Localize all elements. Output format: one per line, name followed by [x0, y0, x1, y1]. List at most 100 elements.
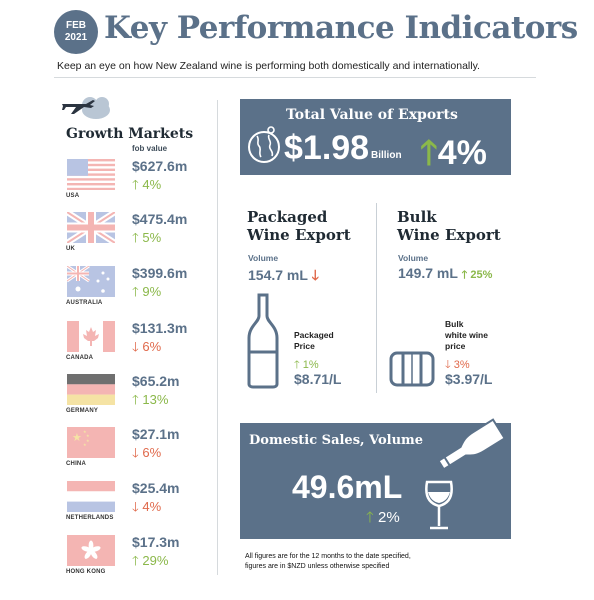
bulk-volume-change: 🡑 25%	[461, 269, 493, 281]
market-value: $131.3m	[132, 320, 188, 336]
svg-text:★: ★	[83, 429, 87, 434]
section-divider	[376, 203, 377, 393]
bulk-price-change: 🡓 3%	[445, 359, 470, 371]
bulk-price-label-line3: price	[445, 341, 466, 351]
bulk-title: Bulk Wine Export	[397, 208, 501, 244]
exports-value: $1.98	[284, 129, 370, 167]
packaged-title-line1: Packaged	[247, 208, 328, 226]
packaged-price-label: Packaged Price	[294, 330, 334, 352]
svg-text:★: ★	[72, 431, 82, 444]
growth-markets-subtitle: fob value	[132, 144, 168, 153]
airplane-cloud-icon	[62, 97, 110, 119]
packaged-price-label-line1: Packaged	[294, 330, 334, 340]
bulk-price-label-line1: Bulk	[445, 319, 464, 329]
packaged-price-change-value: 1%	[302, 359, 319, 371]
usa-flag-icon	[67, 159, 115, 190]
arrow-up-icon: 🡑	[132, 284, 139, 299]
market-australia: AUSTRALIA $399.6m 🡑 9%	[66, 265, 216, 316]
market-change: 🡑 13%	[132, 391, 168, 413]
market-change-value: 6%	[142, 445, 162, 460]
wine-bottle-icon	[247, 293, 279, 389]
bulk-volume-value: 149.7 mL	[398, 265, 458, 281]
arrow-up-icon: 🡑	[132, 177, 139, 192]
market-value: $25.4m	[132, 480, 180, 496]
bulk-price-label: Bulk white wine price	[445, 319, 488, 352]
pouring-bottle-icon	[437, 418, 507, 471]
market-country: NETHERLANDS	[66, 515, 114, 521]
svg-text:★: ★	[86, 438, 90, 443]
packaged-price-value: $8.71/L	[294, 371, 342, 387]
arrow-up-icon: 🡑	[132, 392, 139, 407]
date-badge: FEB 2021	[54, 10, 98, 54]
domestic-change-value: 2%	[377, 509, 400, 526]
bulk-price-change-value: 3%	[453, 359, 470, 371]
arrow-down-icon: 🡓	[132, 499, 139, 514]
exports-unit: Billion	[371, 150, 402, 161]
market-change-value: 9%	[142, 284, 162, 299]
header-divider	[54, 77, 536, 78]
packaged-price-label-line2: Price	[294, 341, 315, 351]
market-change: 🡓 4%	[132, 498, 161, 520]
australia-flag-icon	[67, 266, 115, 297]
exports-change-value: 4%	[437, 134, 487, 172]
market-hong-kong: HONG KONG $17.3m 🡑 29%	[66, 534, 216, 585]
market-country: UK	[66, 246, 76, 252]
bulk-volume-label: Volume	[398, 253, 429, 263]
globe-icon	[248, 126, 280, 163]
market-value: $17.3m	[132, 534, 180, 550]
market-change-value: 5%	[142, 230, 162, 245]
exports-change: 🡑4%	[420, 129, 487, 186]
arrow-up-icon: 🡑	[420, 134, 438, 172]
page-title: Key Performance Indicators	[104, 10, 578, 46]
wine-glass-icon	[425, 480, 453, 530]
market-change-value: 4%	[142, 499, 162, 514]
arrow-up-icon: 🡑	[366, 509, 374, 526]
market-country: HONG KONG	[66, 569, 106, 575]
market-change-value: 4%	[142, 177, 162, 192]
bulk-volume: 149.7 mL 🡑 25%	[398, 265, 492, 285]
market-usa: USA $627.6m 🡑 4%	[66, 158, 216, 209]
market-change: 🡑 5%	[132, 229, 161, 251]
arrow-down-icon: 🡓	[132, 445, 139, 460]
column-divider	[217, 100, 218, 575]
market-germany: GERMANY $65.2m 🡑 13%	[66, 373, 216, 424]
market-netherlands: NETHERLANDS $25.4m 🡓 4%	[66, 480, 216, 531]
badge-year: 2021	[64, 32, 88, 43]
growth-markets-title: Growth Markets	[66, 126, 194, 142]
market-country: GERMANY	[66, 408, 99, 414]
market-value: $27.1m	[132, 426, 180, 442]
china-flag-icon: ★ ★ ★ ★ ★	[67, 427, 115, 458]
netherlands-flag-icon	[67, 481, 115, 512]
market-country: CHINA	[66, 461, 86, 467]
arrow-up-icon: 🡑	[132, 230, 139, 245]
packaged-title-line2: Wine Export	[247, 226, 351, 244]
market-value: $475.4m	[132, 211, 188, 227]
page-subtitle: Keep an eye on how New Zealand wine is p…	[57, 60, 480, 72]
svg-text:★: ★	[83, 442, 87, 447]
bulk-volume-change-value: 25%	[470, 269, 493, 281]
packaged-title: Packaged Wine Export	[247, 208, 351, 244]
bulk-title-line2: Wine Export	[397, 226, 501, 244]
uk-flag-icon	[67, 212, 115, 243]
market-country: AUSTRALIA	[66, 300, 103, 306]
footnote: All figures are for the 12 months to the…	[245, 552, 411, 572]
market-country: CANADA	[66, 355, 94, 361]
market-uk: UK $475.4m 🡑 5%	[66, 211, 216, 262]
market-change: 🡓 6%	[132, 338, 161, 360]
market-value: $65.2m	[132, 373, 180, 389]
germany-flag-icon	[67, 374, 115, 405]
footnote-line1: All figures are for the 12 months to the…	[245, 553, 411, 560]
wine-barrel-icon	[389, 351, 435, 387]
domestic-value: 49.6mL	[292, 469, 403, 505]
exports-title: Total Value of Exports	[286, 107, 458, 123]
hong-kong-flag-icon	[67, 535, 115, 566]
bulk-price-label-line2: white wine	[445, 330, 488, 340]
svg-text:★: ★	[86, 433, 90, 438]
packaged-volume: 154.7 mL 🡓	[248, 265, 319, 289]
bulk-price-value: $3.97/L	[445, 371, 493, 387]
market-canada: CANADA $131.3m 🡓 6%	[66, 320, 216, 371]
market-change-value: 29%	[142, 553, 169, 568]
packaged-price-change: 🡑 1%	[294, 359, 319, 371]
market-change: 🡓 6%	[132, 444, 161, 466]
market-change: 🡑 9%	[132, 283, 161, 305]
